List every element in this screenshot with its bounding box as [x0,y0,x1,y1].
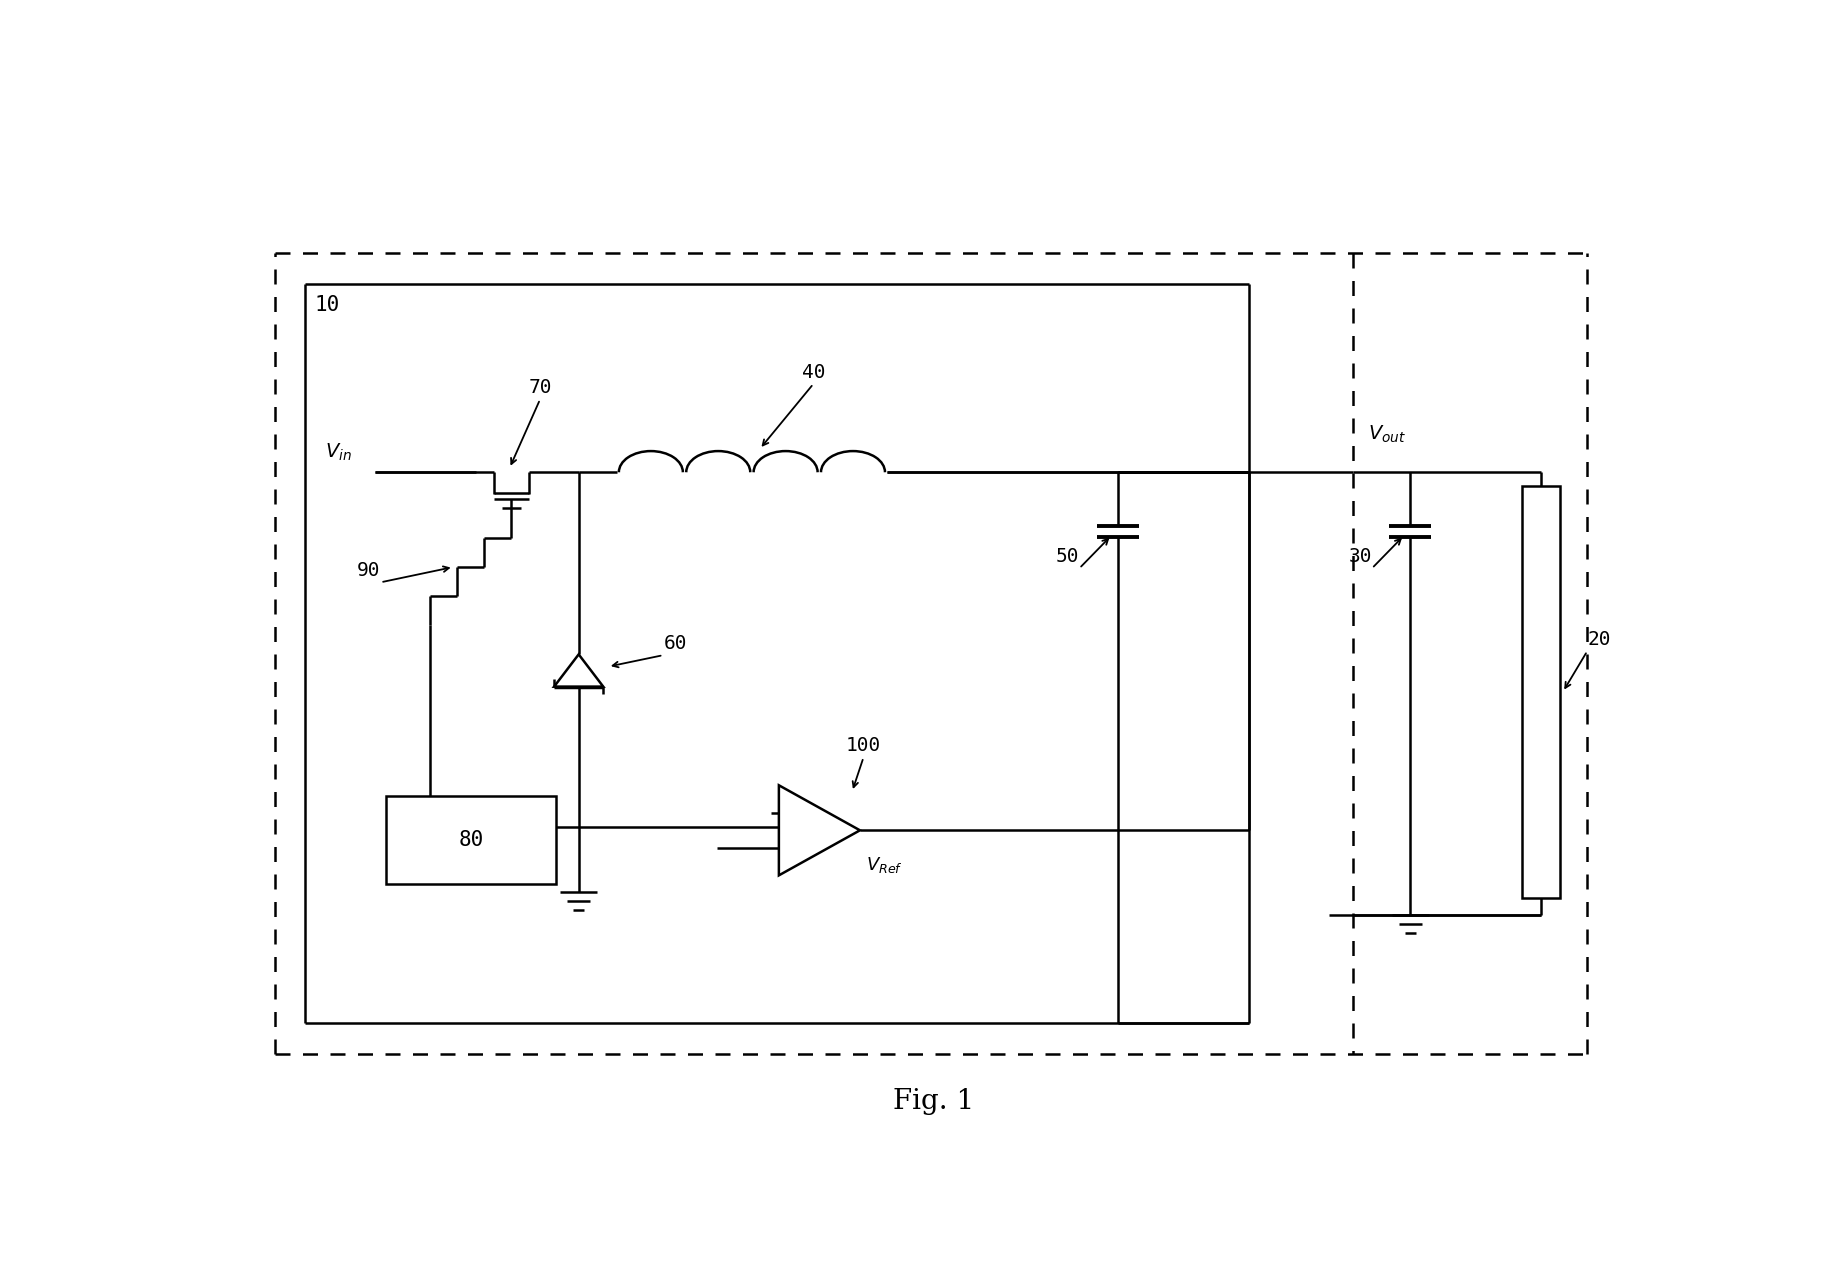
Text: 90: 90 [357,561,381,581]
Bar [386,796,555,884]
Text: Fig. 1: Fig. 1 [892,1088,974,1115]
Text: $V_{Ref}$: $V_{Ref}$ [865,854,903,875]
Text: 100: 100 [847,735,881,755]
Text: $V_{in}$: $V_{in}$ [324,441,351,463]
Text: 80: 80 [459,830,484,851]
Text: 50: 50 [1056,547,1080,567]
Text: $V_{out}$: $V_{out}$ [1368,425,1406,445]
Text: 20: 20 [1588,629,1612,648]
Text: 60: 60 [663,634,687,654]
Text: 70: 70 [528,379,552,396]
Text: 30: 30 [1348,547,1371,567]
Text: 10: 10 [315,294,341,315]
Text: 40: 40 [801,362,825,381]
Bar [1522,486,1561,898]
